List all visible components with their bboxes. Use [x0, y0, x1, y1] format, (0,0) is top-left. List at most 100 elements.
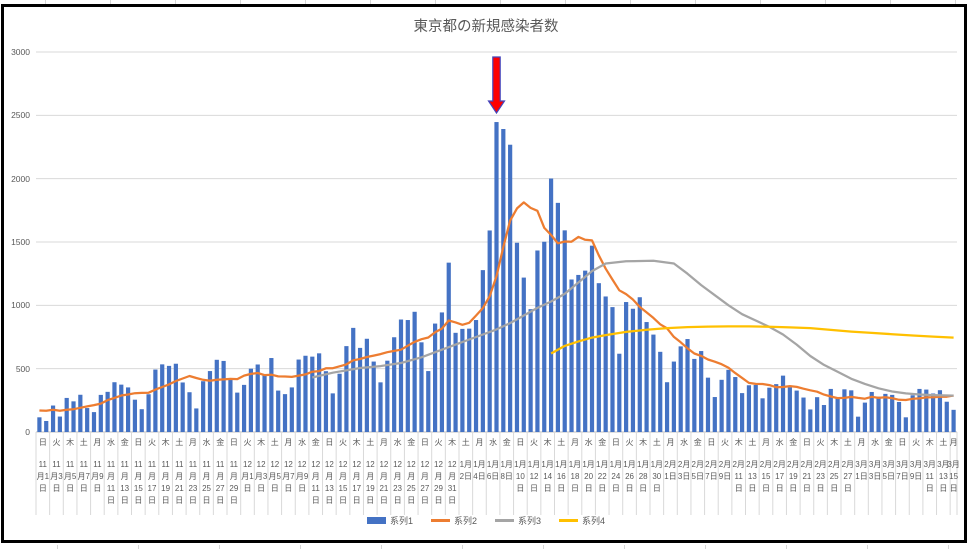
bar[interactable]: [685, 339, 690, 432]
bar[interactable]: [296, 359, 301, 432]
bar[interactable]: [794, 390, 799, 432]
bar[interactable]: [624, 302, 629, 432]
bar[interactable]: [398, 319, 404, 432]
bar[interactable]: [542, 241, 547, 432]
bar[interactable]: [289, 387, 294, 432]
bar[interactable]: [740, 393, 745, 432]
bar[interactable]: [671, 361, 676, 432]
bar[interactable]: [317, 353, 322, 432]
bar[interactable]: [460, 328, 465, 432]
bar[interactable]: [746, 385, 752, 432]
bar[interactable]: [903, 417, 908, 432]
bar[interactable]: [276, 390, 281, 432]
legend[interactable]: 系列1 系列2 系列3 系列4: [0, 514, 972, 527]
bar[interactable]: [944, 401, 949, 432]
bar[interactable]: [801, 397, 806, 432]
bar[interactable]: [112, 382, 117, 432]
bar[interactable]: [883, 393, 888, 432]
bar[interactable]: [726, 369, 731, 432]
bar[interactable]: [514, 242, 520, 432]
bar[interactable]: [678, 346, 683, 432]
bar[interactable]: [569, 279, 574, 432]
bar[interactable]: [651, 334, 656, 432]
bar[interactable]: [780, 375, 786, 432]
bar[interactable]: [705, 377, 711, 432]
bar[interactable]: [105, 391, 110, 432]
series3-line[interactable]: [312, 259, 954, 397]
bar[interactable]: [719, 379, 724, 432]
bar[interactable]: [235, 392, 240, 432]
bar[interactable]: [207, 371, 213, 432]
bar[interactable]: [201, 381, 206, 432]
bar[interactable]: [828, 388, 833, 432]
bar[interactable]: [221, 360, 226, 432]
bar[interactable]: [419, 342, 424, 432]
bar[interactable]: [760, 398, 765, 432]
bar[interactable]: [869, 391, 874, 432]
bar[interactable]: [405, 320, 410, 432]
bar[interactable]: [194, 408, 199, 432]
bar[interactable]: [153, 369, 158, 432]
legend-item-2[interactable]: 系列2: [430, 514, 477, 527]
bar[interactable]: [699, 351, 704, 432]
bar[interactable]: [808, 409, 813, 432]
bar[interactable]: [139, 409, 144, 432]
series2-line[interactable]: [39, 201, 954, 412]
bar[interactable]: [187, 392, 192, 432]
bar[interactable]: [433, 323, 438, 432]
bar[interactable]: [637, 297, 642, 432]
legend-item-4[interactable]: 系列4: [559, 514, 605, 527]
bar[interactable]: [303, 355, 308, 432]
bar[interactable]: [146, 394, 151, 432]
bar[interactable]: [337, 373, 342, 432]
bar[interactable]: [890, 394, 895, 432]
bar[interactable]: [248, 368, 253, 432]
bar[interactable]: [644, 322, 649, 432]
bar[interactable]: [753, 385, 758, 432]
bar[interactable]: [951, 409, 956, 432]
bar[interactable]: [173, 363, 178, 432]
bar[interactable]: [467, 328, 472, 432]
bar[interactable]: [842, 389, 847, 432]
bar[interactable]: [228, 379, 233, 432]
bar[interactable]: [767, 387, 772, 432]
bar[interactable]: [160, 364, 165, 432]
bar[interactable]: [658, 351, 663, 432]
bar[interactable]: [535, 250, 540, 432]
bar[interactable]: [392, 337, 397, 432]
bar[interactable]: [241, 384, 247, 432]
bar[interactable]: [589, 245, 595, 432]
bar[interactable]: [821, 405, 827, 432]
bar[interactable]: [876, 396, 881, 432]
bar[interactable]: [91, 412, 97, 432]
bar[interactable]: [521, 277, 526, 432]
bar[interactable]: [849, 390, 854, 432]
bar[interactable]: [57, 416, 62, 432]
bar[interactable]: [924, 389, 929, 432]
bar[interactable]: [603, 296, 608, 432]
bar[interactable]: [630, 308, 636, 432]
bar[interactable]: [64, 397, 69, 432]
bar[interactable]: [917, 388, 922, 432]
bar[interactable]: [583, 270, 588, 432]
bar[interactable]: [269, 358, 274, 432]
annotation-arrow[interactable]: [487, 56, 506, 115]
bar[interactable]: [815, 397, 820, 432]
bar[interactable]: [910, 395, 915, 432]
bar[interactable]: [44, 420, 49, 432]
legend-item-3[interactable]: 系列3: [495, 514, 541, 527]
bar[interactable]: [596, 283, 601, 432]
bar[interactable]: [344, 346, 349, 432]
bar[interactable]: [330, 393, 335, 432]
bar[interactable]: [412, 311, 417, 432]
bar[interactable]: [98, 394, 103, 432]
bar[interactable]: [835, 397, 840, 432]
bar[interactable]: [310, 356, 315, 432]
bar[interactable]: [733, 377, 738, 432]
bar[interactable]: [364, 338, 369, 432]
bar[interactable]: [71, 401, 76, 432]
bar[interactable]: [937, 390, 943, 432]
bar[interactable]: [548, 178, 554, 432]
bar[interactable]: [774, 384, 779, 432]
bar[interactable]: [126, 387, 131, 432]
